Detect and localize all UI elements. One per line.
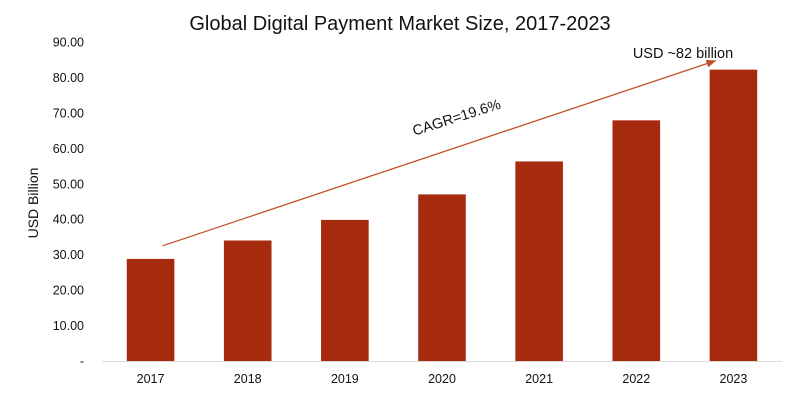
y-axis-label: USD Billion: [25, 168, 41, 239]
y-axis-ticks: - 10.00 20.00 30.00 40.00 50.00 60.00 70.00 80.0…: [53, 36, 84, 369]
y-tick-label: 90.00: [53, 36, 84, 50]
x-tick-label: 2023: [720, 372, 748, 386]
bar-2020: [418, 194, 466, 361]
x-tick-label: 2022: [622, 372, 650, 386]
bar-2023: [709, 69, 758, 361]
x-axis-ticks: 2017 2018 2019 2020 2021 2022 2023: [137, 372, 748, 386]
bar-2017: [126, 258, 175, 361]
y-tick-label: -: [80, 355, 84, 369]
bar-2022: [612, 120, 661, 362]
y-tick-label: 30.00: [53, 248, 84, 262]
y-tick-label: 10.00: [53, 319, 84, 333]
y-tick-label: 80.00: [53, 71, 84, 85]
x-tick-label: 2018: [234, 372, 262, 386]
chart-title: Global Digital Payment Market Size, 2017…: [189, 13, 610, 35]
bars-group: [126, 69, 758, 362]
y-tick-label: 70.00: [53, 106, 84, 120]
x-tick-label: 2017: [137, 372, 165, 386]
y-tick-label: 20.00: [53, 284, 84, 298]
x-tick-label: 2021: [525, 372, 553, 386]
bar-2018: [223, 240, 272, 361]
cagr-annotation: CAGR=19.6%: [411, 97, 503, 140]
y-tick-label: 60.00: [53, 142, 84, 156]
y-tick-label: 40.00: [53, 213, 84, 227]
x-tick-label: 2019: [331, 372, 359, 386]
end-value-annotation: USD ~82 billion: [633, 46, 733, 62]
bar-2021: [515, 161, 563, 361]
cagr-trend-arrow: [162, 59, 717, 247]
y-tick-label: 50.00: [53, 177, 84, 191]
bar-2019: [321, 219, 369, 361]
x-tick-label: 2020: [428, 372, 456, 386]
